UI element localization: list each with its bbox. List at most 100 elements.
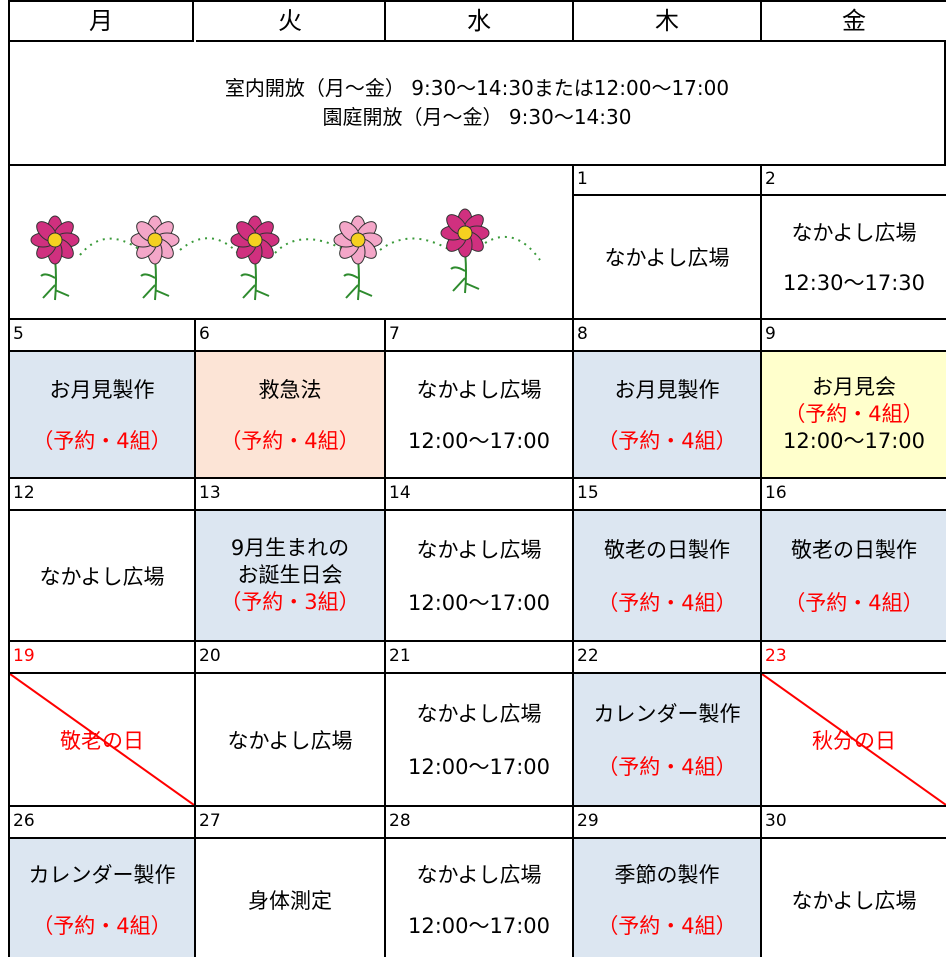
event-text: お月見製作 (614, 377, 720, 402)
date-number: 5 (10, 320, 196, 352)
date-number: 7 (386, 320, 574, 352)
event-text: なかよし広場 (791, 888, 917, 913)
date-number: 16 (762, 479, 946, 511)
day-header: 月 (10, 2, 194, 42)
event-text: （予約・4組） (32, 429, 172, 454)
event-text: なかよし広場 (791, 220, 917, 245)
date-number: 22 (574, 642, 762, 674)
date-number: 27 (196, 807, 386, 839)
day-header: 火 (196, 2, 386, 42)
date-number: 13 (196, 479, 386, 511)
strike (10, 674, 194, 805)
day-cell: なかよし広場 (196, 674, 386, 807)
strike (762, 674, 946, 805)
event-text: なかよし広場 (416, 863, 542, 888)
date-number: 8 (574, 320, 762, 352)
event-text: （予約・4組） (597, 755, 737, 780)
event-text: 12:00～17:00 (407, 913, 551, 938)
event-text: （予約・4組） (597, 591, 737, 615)
date-number: 28 (386, 807, 574, 839)
date-number: 29 (574, 807, 762, 839)
day-content: お月見製作 （予約・4組） (10, 352, 194, 477)
day-header: 金 (762, 2, 946, 42)
notice-line: 園庭開放（月～金） 9:30～14:30 (322, 105, 632, 129)
event-text: （予約・4組） (784, 591, 924, 615)
strike-line (10, 674, 194, 805)
day-cell: 9月生まれの お誕生日会 （予約・3組） (196, 511, 386, 642)
day-cell: なかよし広場 12:30～17:30 (762, 196, 946, 320)
event-text: （予約・4組） (220, 429, 360, 454)
day-content: カレンダー製作 （予約・4組） (574, 674, 760, 805)
date-number: 19 (10, 642, 196, 674)
event-text: なかよし広場 (227, 728, 353, 753)
calendar: 室内開放（月～金） 9:30～14:30または12:00～17:00 園庭開放（… (8, 0, 946, 957)
date-number: 6 (196, 320, 386, 352)
event-text: なかよし広場 (39, 564, 165, 589)
event-text: 身体測定 (248, 888, 332, 913)
date-number: 12 (10, 479, 196, 511)
date-number: 2 (762, 165, 946, 196)
day-content: なかよし広場 12:00～17:00 (386, 674, 572, 805)
event-text: 敬老の日製作 (604, 538, 730, 562)
date-number: 21 (386, 642, 574, 674)
day-header: 水 (386, 2, 574, 42)
event-text: （予約・4組） (597, 913, 737, 938)
day-content: なかよし広場 12:00～17:00 (386, 352, 572, 477)
event-text: （予約・3組） (220, 590, 360, 614)
day-cell: なかよし広場 (10, 511, 196, 642)
day-content: なかよし広場 12:30～17:30 (762, 196, 946, 318)
day-content: なかよし広場 (10, 511, 194, 640)
event-text: 12:00～17:00 (407, 591, 551, 615)
event-text: 12:00～17:00 (407, 755, 551, 780)
day-cell: 季節の製作 （予約・4組） (574, 839, 762, 957)
event-text: なかよし広場 (604, 246, 730, 270)
date-number: 20 (196, 642, 386, 674)
day-cell: なかよし広場 12:00～17:00 (386, 352, 574, 479)
day-content: お月見会 （予約・4組） 12:00～17:00 (762, 352, 946, 477)
strike-line (762, 674, 946, 805)
event-text: （予約・4組） (597, 429, 737, 454)
day-content: 季節の製作 （予約・4組） (574, 839, 760, 957)
flowers (30, 208, 541, 301)
day-content: なかよし広場 (196, 674, 384, 805)
day-cell: お月見製作 （予約・4組） (574, 352, 762, 479)
event-text: 季節の製作 (614, 863, 720, 888)
day-content: 身体測定 (196, 839, 384, 957)
day-cell: 敬老の日 (10, 674, 196, 807)
event-text: なかよし広場 (416, 538, 542, 562)
day-content: 9月生まれの お誕生日会 （予約・3組） (196, 511, 384, 640)
day-content: なかよし広場 12:00～17:00 (386, 839, 572, 957)
day-cell: なかよし広場 (574, 196, 762, 320)
day-cell: 身体測定 (196, 839, 386, 957)
day-content: なかよし広場 12:00～17:00 (386, 511, 572, 640)
date-number: 9 (762, 320, 946, 352)
day-content: 敬老の日製作 （予約・4組） (762, 511, 946, 640)
notice-line: 室内開放（月～金） 9:30～14:30または12:00～17:00 (224, 76, 730, 100)
event-text: 敬老の日製作 (791, 538, 917, 562)
event-text: カレンダー製作 (593, 701, 741, 726)
day-content: なかよし広場 (762, 839, 946, 957)
day-cell: なかよし広場 (762, 839, 946, 957)
day-content: 敬老の日製作 （予約・4組） (574, 511, 760, 640)
event-text: 12:00～17:00 (782, 429, 926, 453)
notice: 室内開放（月～金） 9:30～14:30または12:00～17:00 園庭開放（… (10, 42, 946, 166)
day-cell: 秋分の日 (762, 674, 946, 807)
date-number: 14 (386, 479, 574, 511)
date-number: 15 (574, 479, 762, 511)
day-cell: 敬老の日製作 （予約・4組） (762, 511, 946, 642)
day-cell: なかよし広場 12:00～17:00 (386, 839, 574, 957)
event-text: なかよし広場 (416, 701, 542, 726)
day-content: お月見製作 （予約・4組） (574, 352, 760, 477)
date-number: 1 (574, 165, 762, 196)
day-content: 救急法 （予約・4組） (196, 352, 384, 477)
event-text: カレンダー製作 (28, 863, 176, 888)
event-text: なかよし広場 (416, 377, 542, 402)
day-cell: カレンダー製作 （予約・4組） (10, 839, 196, 957)
event-text: 12:30～17:30 (782, 271, 926, 296)
day-cell: 救急法 （予約・4組） (196, 352, 386, 479)
event-text: 救急法 (258, 377, 322, 402)
date-number: 26 (10, 807, 196, 839)
event-text: お誕生日会 (237, 563, 343, 587)
event-text: 12:00～17:00 (407, 429, 551, 454)
flower-illustration (10, 165, 574, 320)
